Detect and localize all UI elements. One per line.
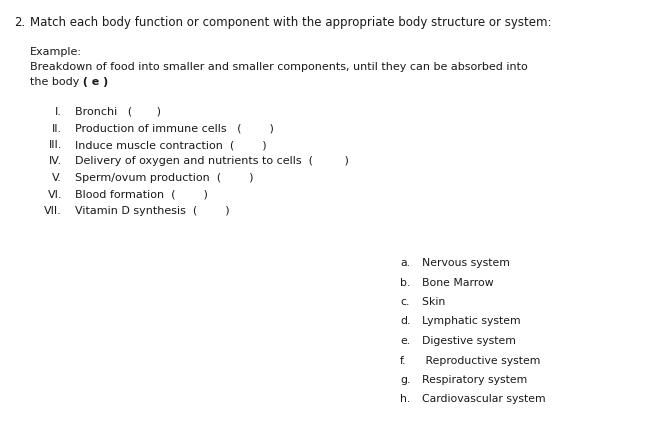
Text: f.: f. [400,356,407,365]
Text: Nervous system: Nervous system [415,258,510,268]
Text: Sperm/ovum production  (        ): Sperm/ovum production ( ) [75,173,254,183]
Text: ( e ): ( e ) [75,77,108,87]
Text: Respiratory system: Respiratory system [415,375,527,385]
Text: Cardiovascular system: Cardiovascular system [415,394,546,405]
Text: VI.: VI. [47,190,62,200]
Text: III.: III. [49,140,62,150]
Text: VII.: VII. [44,206,62,216]
Text: Induce muscle contraction  (        ): Induce muscle contraction ( ) [75,140,267,150]
Text: I.: I. [55,107,62,117]
Text: II.: II. [52,123,62,133]
Text: g.: g. [400,375,411,385]
Text: h.: h. [400,394,411,405]
Text: Skin: Skin [415,297,445,307]
Text: Bronchi   (       ): Bronchi ( ) [75,107,161,117]
Text: e.: e. [400,336,410,346]
Text: Match each body function or component with the appropriate body structure or sys: Match each body function or component wi… [30,16,552,29]
Text: Bone Marrow: Bone Marrow [415,277,494,288]
Text: Lymphatic system: Lymphatic system [415,316,521,326]
Text: Digestive system: Digestive system [415,336,516,346]
Text: Delivery of oxygen and nutrients to cells  (         ): Delivery of oxygen and nutrients to cell… [75,157,349,166]
Text: 2.: 2. [14,16,25,29]
Text: Vitamin D synthesis  (        ): Vitamin D synthesis ( ) [75,206,229,216]
Text: Production of immune cells   (        ): Production of immune cells ( ) [75,123,274,133]
Text: c.: c. [400,297,409,307]
Text: d.: d. [400,316,411,326]
Text: Example:: Example: [30,47,82,57]
Text: Reproductive system: Reproductive system [415,356,540,365]
Text: IV.: IV. [49,157,62,166]
Text: a.: a. [400,258,410,268]
Text: the body: the body [30,77,79,87]
Text: V.: V. [52,173,62,183]
Text: b.: b. [400,277,411,288]
Text: Blood formation  (        ): Blood formation ( ) [75,190,208,200]
Text: Breakdown of food into smaller and smaller components, until they can be absorbe: Breakdown of food into smaller and small… [30,62,528,72]
